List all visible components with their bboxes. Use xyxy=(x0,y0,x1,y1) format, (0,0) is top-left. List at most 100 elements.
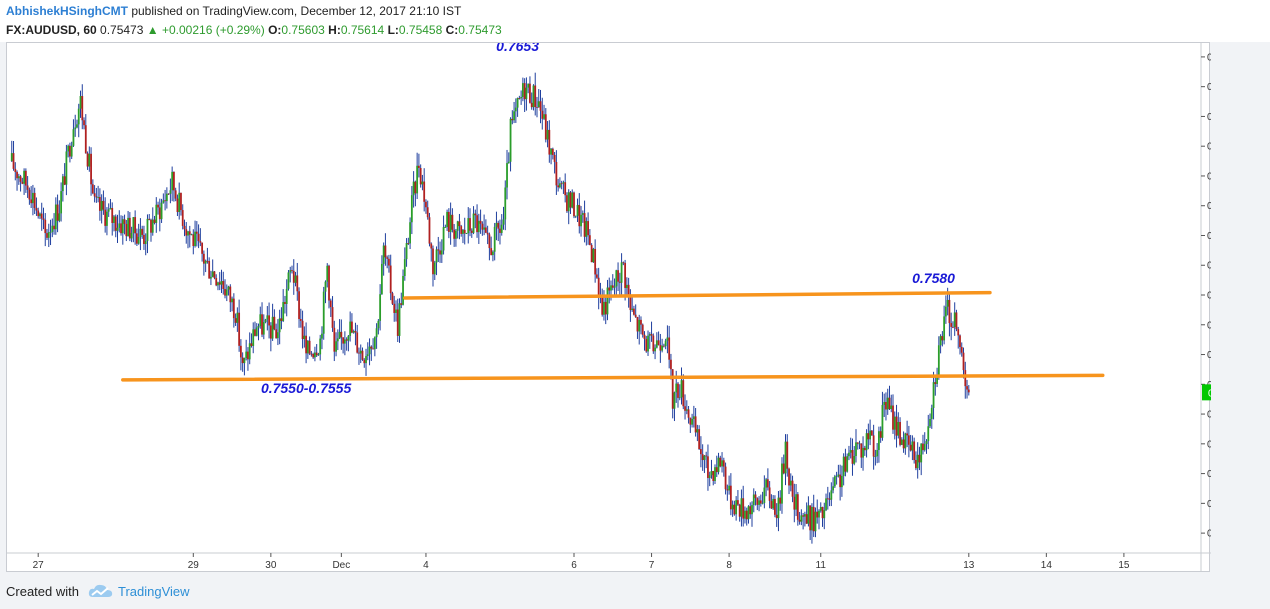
low-value: 0.75458 xyxy=(398,23,443,37)
candle-body xyxy=(24,170,27,186)
y-tick-label: 0.75100 xyxy=(1207,499,1211,510)
candle-body xyxy=(470,230,473,233)
candle-body xyxy=(430,243,433,249)
candle-body xyxy=(333,327,336,352)
candle-body xyxy=(904,433,907,449)
candle-body xyxy=(590,244,593,263)
candle-body xyxy=(148,218,151,220)
candle-body xyxy=(770,500,773,509)
candle-body xyxy=(754,494,757,499)
candle-body xyxy=(102,200,105,210)
candle-body xyxy=(455,230,457,239)
candle-body xyxy=(559,183,561,188)
candle-body xyxy=(296,275,299,292)
candle-body xyxy=(592,248,595,263)
candle-body xyxy=(726,489,729,491)
candle-body xyxy=(761,502,764,504)
candle-body xyxy=(419,167,422,185)
candle-body xyxy=(689,417,692,425)
candle-body xyxy=(368,346,371,355)
candle-body xyxy=(728,485,730,491)
y-tick-label: 0.76600 xyxy=(1207,52,1211,63)
candle-body xyxy=(735,500,738,515)
candle-body xyxy=(691,418,693,425)
candlestick-chart[interactable]: 0.76600 0.76500 0.76400 0.76300 0.76200 0.761… xyxy=(7,43,1211,573)
candle-body xyxy=(338,331,341,339)
price-annotation: 0.7580 xyxy=(912,270,955,286)
author-link[interactable]: AbhishekHSinghCMT xyxy=(6,4,128,18)
candle-body xyxy=(648,334,651,336)
tradingview-link[interactable]: TradingView xyxy=(118,584,190,599)
candle-body xyxy=(380,263,383,295)
candle-body xyxy=(509,118,512,162)
candle-body xyxy=(181,210,184,226)
candle-body xyxy=(10,153,13,162)
open-value: 0.75603 xyxy=(281,23,325,37)
candle-body xyxy=(178,192,181,213)
candle-body xyxy=(347,335,350,341)
candle-body xyxy=(227,286,230,290)
candle-body xyxy=(707,456,709,479)
candle-body xyxy=(858,443,861,445)
candle-body xyxy=(952,326,954,328)
candle-body xyxy=(37,210,40,217)
candle-body xyxy=(895,416,898,436)
candle-body xyxy=(264,319,267,323)
candle-body xyxy=(610,285,612,291)
high-value: 0.75614 xyxy=(340,23,385,37)
candle-body xyxy=(162,200,165,203)
candle-body xyxy=(722,460,725,467)
candle-body xyxy=(173,171,175,191)
candle-body xyxy=(823,510,826,519)
candle-body xyxy=(345,339,348,341)
candle-body xyxy=(211,271,214,277)
candle-body xyxy=(944,306,947,317)
candle-body xyxy=(16,172,18,179)
x-tick-label: 4 xyxy=(423,560,429,571)
candle-body xyxy=(588,235,591,245)
candle-body xyxy=(361,350,364,360)
candle-body xyxy=(655,340,658,348)
candle-body xyxy=(581,213,584,215)
candle-body xyxy=(225,289,228,296)
candle-body xyxy=(786,441,789,469)
candle-body xyxy=(662,345,665,347)
candle-body xyxy=(54,204,57,230)
candle-body xyxy=(967,389,970,393)
candle-body xyxy=(481,223,484,230)
close-label: C: xyxy=(445,23,459,37)
candle-body xyxy=(879,431,882,438)
candle-body xyxy=(812,506,815,532)
candle-body xyxy=(486,232,489,235)
candle-body xyxy=(384,245,387,258)
candle-body xyxy=(395,309,397,313)
chart-pane[interactable]: 0.76600 0.76500 0.76400 0.76300 0.76200 0.761… xyxy=(6,42,1211,573)
x-tick-label: 6 xyxy=(571,560,577,571)
candle-body xyxy=(303,335,306,340)
candle-body xyxy=(312,354,315,358)
candle-body xyxy=(964,370,967,387)
x-tick-label: 27 xyxy=(33,560,45,571)
candle-body xyxy=(139,228,142,237)
candle-body xyxy=(194,231,196,247)
candle-body xyxy=(143,234,145,245)
candle-body xyxy=(546,129,549,140)
candle-body xyxy=(14,168,17,173)
candle-body xyxy=(118,223,121,228)
candle-body xyxy=(165,193,168,202)
candle-body xyxy=(825,498,827,511)
y-tick-label: 0.75300 xyxy=(1207,439,1211,450)
candle-body xyxy=(809,505,812,531)
candle-body xyxy=(957,329,960,336)
candle-body xyxy=(700,449,702,455)
candle-body xyxy=(282,302,285,321)
candle-body xyxy=(848,452,850,457)
candle-body xyxy=(314,352,316,358)
candle-body xyxy=(955,312,958,330)
candle-body xyxy=(153,219,156,223)
candle-body xyxy=(111,207,114,223)
candle-body xyxy=(839,474,842,488)
candle-body xyxy=(306,340,309,354)
candle-body xyxy=(534,85,537,108)
candle-body xyxy=(715,467,718,473)
